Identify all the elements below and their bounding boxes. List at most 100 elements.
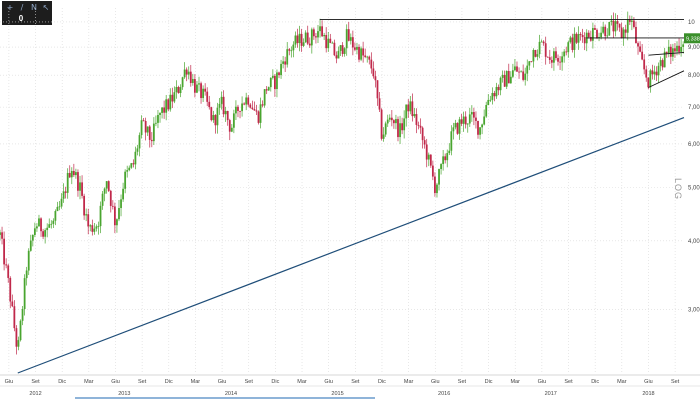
candle-body <box>152 123 155 142</box>
candle-body <box>405 104 408 119</box>
candle-body <box>265 89 268 91</box>
candle-body <box>518 71 520 73</box>
candle-body <box>159 112 161 115</box>
candle-body <box>345 29 348 49</box>
candle-body <box>245 97 248 105</box>
candle-body <box>72 170 75 176</box>
candle-body <box>481 124 484 128</box>
candle-body <box>263 89 266 106</box>
candle-body <box>526 65 529 74</box>
candle-body <box>68 172 71 178</box>
pointer-icon[interactable]: ↖ <box>42 3 50 12</box>
candle-body <box>425 144 428 160</box>
candle-body <box>56 206 59 212</box>
candle-body <box>226 110 229 121</box>
y-tick-label: 6,00 <box>688 142 700 148</box>
candle-body <box>579 34 582 36</box>
candle-body <box>306 32 309 44</box>
candle-body <box>610 20 613 22</box>
chart-toolbar: + / N ↖ 0 <box>2 1 52 25</box>
x-tick-label: Mar <box>404 379 414 385</box>
candle-body <box>495 86 498 97</box>
candle-body <box>409 101 412 112</box>
candle-body <box>624 29 627 33</box>
candle-body <box>678 45 680 52</box>
candle-body <box>138 135 141 149</box>
candle-body <box>546 56 549 58</box>
candle-body <box>218 103 221 108</box>
scale-label[interactable]: LOG <box>673 178 683 201</box>
candle-body <box>635 26 637 44</box>
trendline-triangle-upper <box>648 52 685 56</box>
candle-body <box>269 77 272 88</box>
candle-body <box>633 20 635 27</box>
x-tick-label: Mar <box>191 379 201 385</box>
candle-body <box>534 49 537 57</box>
candle-body <box>29 240 32 251</box>
candle-body <box>628 19 631 22</box>
candle-body <box>280 63 282 76</box>
candle-body <box>58 206 61 208</box>
candle-body <box>657 65 660 76</box>
drawing-count: 0 <box>18 14 24 23</box>
candle-body <box>161 107 163 113</box>
candle-body <box>109 190 112 206</box>
candle-body <box>83 195 86 216</box>
candle-body <box>485 105 488 117</box>
candle-body <box>436 184 438 194</box>
candle-body <box>321 26 323 37</box>
candle-body <box>665 51 668 54</box>
candle-body <box>501 74 504 78</box>
candle-body <box>95 226 98 229</box>
candle-body <box>304 32 307 43</box>
candle-body <box>351 37 354 48</box>
candle-body <box>606 35 609 37</box>
candle-body <box>618 23 621 28</box>
candle-body <box>228 120 231 132</box>
candle-body <box>11 301 14 307</box>
candle-body <box>52 220 55 224</box>
candle-body <box>243 103 246 105</box>
year-label: 2015 <box>331 391 343 397</box>
draw-line-icon[interactable]: / <box>20 3 24 12</box>
candle-body <box>598 37 600 38</box>
candle-body <box>70 170 73 178</box>
candle-body <box>448 150 451 154</box>
candle-body <box>124 171 127 189</box>
candle-body <box>561 56 564 63</box>
plus-icon[interactable]: + <box>6 3 14 12</box>
candle-body <box>9 277 12 302</box>
candle-body <box>637 43 639 47</box>
candle-body <box>214 115 217 126</box>
candle-body <box>622 29 625 38</box>
candle-body <box>327 38 330 49</box>
candle-body <box>493 92 496 97</box>
candle-body <box>101 193 104 206</box>
candle-body <box>17 340 20 347</box>
text-tool-icon[interactable]: N <box>31 3 37 12</box>
candle-body <box>33 228 36 235</box>
candle-body <box>204 88 207 92</box>
candle-body <box>553 51 555 63</box>
candle-body <box>31 234 34 241</box>
candle-body <box>118 208 120 220</box>
candle-body <box>431 165 434 177</box>
candle-body <box>79 182 81 191</box>
y-tick-label: 9,00 <box>688 45 700 51</box>
candle-body <box>487 99 490 106</box>
candle-body <box>645 69 648 78</box>
candle-body <box>477 120 479 135</box>
candle-body <box>473 112 475 118</box>
candle-body <box>339 45 342 51</box>
candle-body <box>230 127 233 132</box>
candle-body <box>524 73 527 80</box>
candle-body <box>341 45 344 54</box>
candle-body <box>651 70 654 75</box>
x-tick-label: Set <box>138 379 147 385</box>
candle-body <box>616 21 619 24</box>
candle-body <box>489 99 492 101</box>
candle-body <box>97 226 100 227</box>
candle-body <box>358 46 360 60</box>
candle-body <box>563 51 566 57</box>
